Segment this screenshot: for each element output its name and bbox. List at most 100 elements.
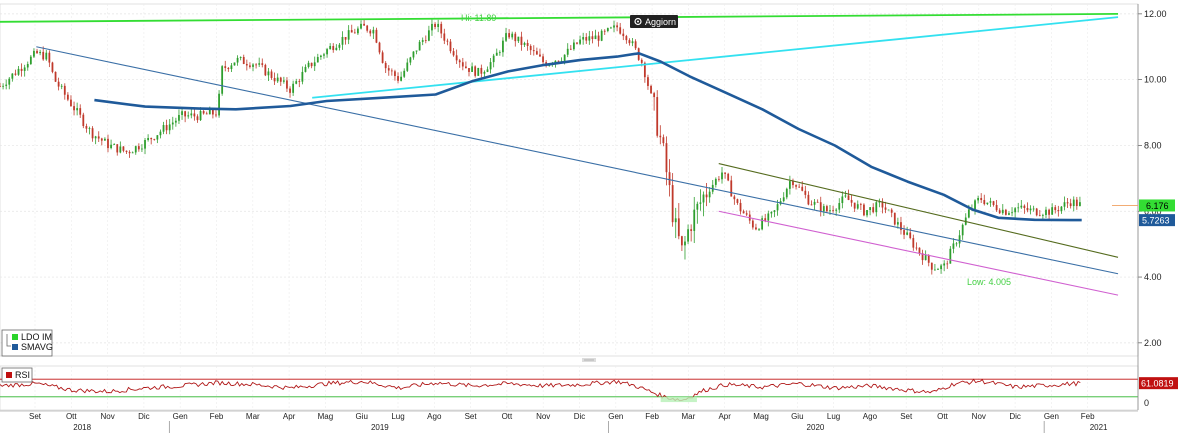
candle [924,250,927,261]
candle [585,33,588,44]
candle-body [1038,215,1041,217]
candle-body [903,230,905,235]
candle-body [329,46,332,50]
candle [33,48,35,59]
candle [335,44,338,51]
candle [613,20,615,33]
candle [193,108,196,121]
candle [57,77,60,91]
candle-body [539,54,541,57]
candle [73,101,75,116]
candle [795,184,797,190]
candle-body [653,93,656,98]
candle [8,77,11,90]
candle [378,41,381,55]
pane-splitter-handle[interactable] [582,358,596,362]
y-tick-label: 8.00 [1144,140,1162,150]
blue-trend-line [36,46,1119,275]
candle [684,235,686,260]
candle [520,31,523,51]
candle [980,193,983,203]
candle-body [967,209,970,218]
candle [107,134,109,153]
x-tick-label: Lug [827,412,840,421]
candle-body [742,211,745,214]
candle [286,77,288,92]
candle-body [643,62,646,78]
year-label: 2018 [73,423,91,432]
candle [785,187,788,200]
candle-body [961,224,964,236]
candle-body [890,209,893,213]
x-tick-label: Mar [682,412,696,421]
candle-body [875,202,878,213]
candle [431,19,433,36]
candle [233,62,236,66]
candle [100,137,103,146]
candle-body [353,32,356,34]
candle [295,78,298,85]
candle [631,38,634,47]
candle-body [520,36,523,45]
candle-body [770,211,773,214]
record-icon-dot [637,20,639,23]
candle-body [782,197,785,202]
candle [313,56,316,71]
candle [42,46,45,61]
candle [542,53,544,65]
candle [427,25,430,42]
rsi-legend[interactable]: RSI [1,367,33,383]
candle [1014,207,1017,218]
candle-body [619,27,622,34]
candle-body [801,186,804,191]
candle [792,178,794,189]
candle-body [338,44,341,48]
candle [196,114,199,123]
candle-body [267,71,270,76]
candle [758,228,760,231]
candle-body [912,238,915,248]
candle [357,26,359,36]
candle [282,76,285,84]
candle-body [471,66,473,72]
candle [665,136,668,186]
candle-body [739,202,742,212]
candle-body [36,50,38,54]
candle-body [1048,209,1050,215]
legend-item-smavg[interactable]: SMAVG [12,342,53,352]
candle-body [279,77,282,82]
candle-body [390,70,393,72]
candle-body [159,131,162,136]
candle [807,191,810,206]
candle-body [937,269,939,270]
candle-body [403,70,406,77]
candle [174,117,177,127]
candle-body [211,109,214,115]
candle-body [357,28,359,34]
candle-body [946,263,949,265]
candle [319,54,322,60]
candle [588,30,591,45]
candle [529,44,532,55]
candle [606,27,609,33]
candle [995,199,998,212]
candle-body [505,33,507,41]
candle [893,212,896,226]
candle [202,110,205,115]
candle [301,66,304,85]
candle-body [486,69,489,72]
update-button[interactable]: Aggiorn [630,15,678,28]
candle-body [125,150,128,152]
candle-body [205,113,208,115]
candle [239,56,242,61]
candle-body [745,213,748,215]
candle [131,151,134,154]
candle-body [893,212,896,225]
legend-item-ldo[interactable]: LDO IM [6,332,52,347]
candle [1038,210,1041,217]
candle-body [261,63,264,65]
candle [224,60,227,72]
candle-body [930,262,933,270]
rsi-legend-label: RSI [15,370,30,380]
candle [890,208,893,218]
